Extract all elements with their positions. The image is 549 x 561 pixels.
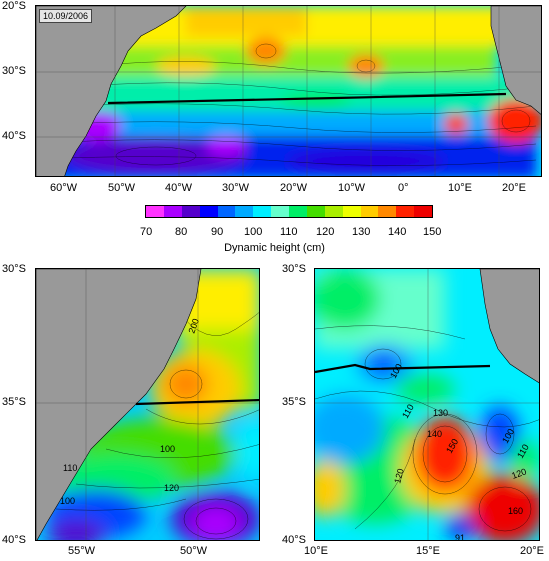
bl-x-tick: 55°W (68, 545, 96, 557)
contour-label: 110 (63, 463, 77, 473)
br-y-tick: 35°S (282, 396, 306, 408)
top-x-tick: 20°W (280, 182, 308, 194)
top-y-tick: 30°S (2, 65, 26, 77)
colorbar-swatch (199, 206, 218, 217)
bottom-left-map-field: 200 100 110 100 120 (36, 269, 259, 540)
colorbar-swatch (360, 206, 379, 217)
bl-y-tick: 35°S (2, 396, 26, 408)
top-y-tick: 40°S (2, 130, 26, 142)
top-x-tick: 10°E (448, 182, 472, 194)
date-label: 10.09/2006 (39, 9, 93, 23)
bl-y-tick: 30°S (2, 263, 26, 275)
section-line (135, 398, 259, 406)
top-x-tick: 60°W (50, 182, 78, 194)
colorbar-swatch (414, 206, 432, 217)
bottom-right-map: 100 110 130 140 150 120 100 110 120 160 … (314, 268, 540, 541)
colorbar-swatch (146, 206, 164, 217)
br-x-tick: 10°E (304, 545, 328, 557)
contour-label: 100 (160, 444, 175, 454)
bl-y-tick: 40°S (2, 534, 26, 546)
top-x-tick: 40°W (165, 182, 193, 194)
top-x-tick: 10°W (338, 182, 366, 194)
br-x-tick: 20°E (520, 545, 544, 557)
colorbar-swatch (235, 206, 254, 217)
colorbar (145, 205, 433, 218)
bottom-left-map: 200 100 110 100 120 (35, 268, 260, 541)
colorbar-label: 140 (388, 226, 407, 238)
br-y-tick: 30°S (282, 263, 306, 275)
colorbar-swatch (324, 206, 343, 217)
colorbar-swatch (378, 206, 397, 217)
colorbar-label: 90 (211, 226, 224, 238)
colorbar-label: 80 (175, 226, 188, 238)
colorbar-swatch (271, 206, 289, 217)
colorbar-swatch (342, 206, 361, 217)
colorbar-swatch (253, 206, 272, 217)
colorbar-swatch (181, 206, 200, 217)
contour-label: 140 (427, 429, 442, 439)
top-x-tick: 20°E (502, 182, 526, 194)
colorbar-label: 120 (316, 226, 335, 238)
contour-label: 200 (186, 317, 201, 335)
top-x-tick: 0° (398, 182, 409, 194)
top-x-tick: 30°W (222, 182, 250, 194)
top-map: 10.09/2006 (35, 5, 542, 177)
top-y-tick: 20°S (2, 0, 26, 12)
top-x-tick: 50°W (108, 182, 136, 194)
colorbar-label: 150 (423, 226, 442, 238)
colorbar-label: 130 (352, 226, 371, 238)
colorbar-title: Dynamic height (cm) (224, 242, 325, 254)
colorbar-label: 110 (280, 226, 298, 238)
br-y-tick: 40°S (282, 534, 306, 546)
section-line (315, 363, 491, 374)
contour-label: 91 (455, 533, 465, 541)
contour-label: 120 (392, 467, 406, 484)
colorbar-swatch (163, 206, 182, 217)
bottom-right-map-field: 100 110 130 140 150 120 100 110 120 160 … (315, 269, 539, 541)
br-x-tick: 15°E (416, 545, 440, 557)
colorbar-swatch (289, 206, 307, 217)
bl-x-tick: 50°W (180, 545, 208, 557)
section-line (107, 92, 507, 105)
contour-label: 100 (60, 496, 75, 506)
colorbar-label: 100 (244, 226, 263, 238)
contour-label: 120 (164, 483, 179, 493)
colorbar-swatch (306, 206, 325, 217)
top-map-field (36, 6, 541, 176)
contour-label: 130 (433, 408, 448, 418)
contour-label: 160 (508, 506, 523, 516)
colorbar-label: 70 (140, 226, 153, 238)
colorbar-swatch (217, 206, 236, 217)
colorbar-swatch (396, 206, 415, 217)
contour-label: 120 (510, 466, 528, 481)
